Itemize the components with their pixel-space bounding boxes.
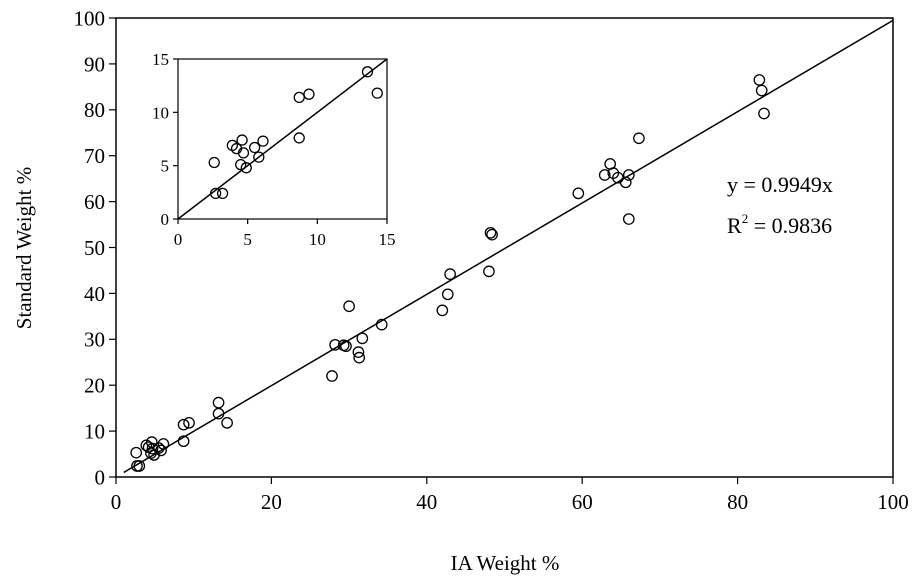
inset-x-tick-label: 0 [174, 230, 183, 249]
inset-data-point [303, 88, 315, 100]
x-axis-title: IA Weight % [451, 551, 560, 575]
inset-data-point [257, 135, 269, 147]
inset-data-point [208, 156, 220, 169]
main-x-tick-label: 80 [727, 490, 748, 514]
main-data-point [436, 304, 449, 317]
main-data-point [133, 460, 146, 472]
main-y-tick-label: 100 [74, 6, 106, 30]
inset-y-tick-label: 5 [161, 157, 170, 176]
main-data-point [353, 351, 366, 364]
main-data-point [486, 228, 498, 241]
main-y-tick-label: 40 [84, 282, 105, 306]
main-data-point [375, 318, 388, 331]
main-data-point [633, 132, 645, 145]
inset-x-tick-label: 5 [243, 230, 252, 249]
inset-y-tick-label: 15 [152, 50, 169, 69]
inset-data-point [240, 162, 252, 174]
main-data-point [352, 346, 365, 359]
main-data-point [177, 435, 190, 448]
main-data-point [598, 169, 611, 181]
main-x-tick-label: 20 [261, 490, 282, 514]
main-data-point [157, 438, 170, 450]
main-y-tick-label: 0 [95, 465, 106, 489]
main-y-tick-label: 50 [84, 236, 105, 260]
main-data-point [212, 407, 225, 420]
inset-x-tick-label: 15 [379, 230, 396, 249]
main-x-tick-label: 0 [111, 490, 122, 514]
main-y-tick-label: 80 [84, 98, 105, 122]
inset-data-point [361, 66, 374, 78]
main-x-tick-label: 100 [877, 490, 909, 514]
main-data-point [444, 268, 456, 280]
main-data-point [130, 446, 143, 459]
trendline-equation: y = 0.9949x [727, 172, 833, 197]
main-trendline [123, 19, 894, 474]
inset-data-point [216, 187, 229, 200]
main-data-point [484, 226, 497, 239]
main-y-tick-label: 90 [84, 52, 105, 76]
main-data-point [183, 416, 195, 429]
main-y-tick-label: 30 [84, 328, 105, 352]
main-data-point [622, 213, 635, 225]
inset-data-point [248, 141, 261, 154]
main-data-point [145, 436, 158, 448]
inset-data-point [293, 91, 305, 104]
inset-data-point [253, 151, 265, 163]
main-y-tick-label: 60 [84, 190, 105, 214]
y-axis-title: Standard Weight % [12, 167, 36, 329]
main-x-tick-label: 40 [416, 490, 437, 514]
inset-x-tick-label: 10 [309, 230, 326, 249]
main-data-point [177, 418, 190, 431]
main-data-point [343, 300, 355, 313]
inset-data-point [209, 187, 222, 200]
inset-data-point [371, 87, 383, 99]
inset-data-point [235, 158, 247, 171]
main-y-tick-label: 70 [84, 144, 105, 168]
inset-data-point [237, 147, 250, 159]
main-data-point [221, 416, 233, 429]
main-data-point [572, 187, 585, 200]
main-data-point [356, 332, 369, 345]
main-data-point [155, 444, 167, 457]
inset-trendline [177, 58, 388, 220]
main-y-tick-label: 20 [84, 374, 105, 398]
inset-data-point [293, 132, 305, 144]
inset-y-tick-label: 0 [161, 210, 170, 229]
inset-plot: 0 5 10 15 0 5 10 15 [152, 50, 396, 249]
main-data-point [340, 340, 352, 353]
main-data-point [619, 176, 632, 189]
main-data-point [441, 288, 454, 301]
main-data-point [758, 107, 770, 120]
main-data-point [326, 370, 338, 382]
main-data-point [755, 84, 768, 97]
inset-y-tick-label: 10 [152, 103, 169, 122]
main-y-tick-label: 10 [84, 419, 105, 443]
inset-data-point [236, 134, 248, 146]
r-squared-label: R2 = 0.9836 [727, 211, 832, 238]
main-data-point [622, 169, 635, 181]
main-data-point [483, 265, 495, 278]
main-data-point [146, 442, 159, 455]
main-x-tick-label: 60 [572, 490, 593, 514]
